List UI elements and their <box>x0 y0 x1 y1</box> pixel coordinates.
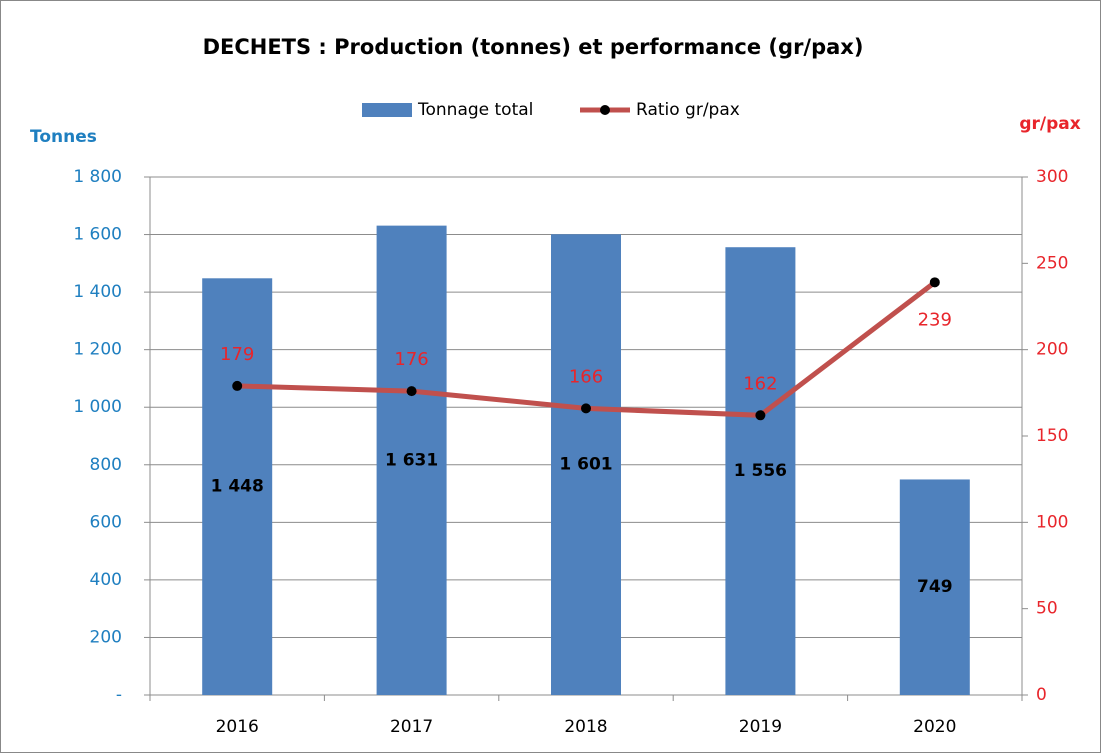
legend-label: Tonnage total <box>417 100 533 120</box>
y-tick-label: 800 <box>90 455 122 475</box>
line-value-label: 166 <box>569 366 603 387</box>
y-tick-label: 1 600 <box>73 225 122 245</box>
line-marker <box>581 403 591 414</box>
y-axis-label: Tonnes <box>30 127 97 147</box>
y2-tick-label: 200 <box>1036 340 1068 360</box>
y-tick-label: 1 400 <box>73 282 122 302</box>
x-tick-label: 2019 <box>739 717 782 737</box>
bar <box>551 234 621 696</box>
bar <box>725 247 796 695</box>
y-tick-label: 1 800 <box>73 167 122 187</box>
bar <box>376 225 447 695</box>
line-marker <box>406 386 417 397</box>
line-value-label: 179 <box>220 344 254 365</box>
y2-tick-label: 50 <box>1036 599 1058 619</box>
y2-axis-label: gr/pax <box>1019 114 1080 134</box>
x-tick-label: 2016 <box>216 717 259 737</box>
legend-marker <box>600 105 610 115</box>
line-value-label: 176 <box>394 349 428 370</box>
x-tick-label: 2020 <box>913 717 956 737</box>
bar-value-label: 1 631 <box>385 450 438 470</box>
bar-value-label: 1 448 <box>211 477 264 497</box>
y-tick-label: 600 <box>90 512 122 532</box>
y2-tick-label: 150 <box>1036 426 1068 446</box>
x-tick-label: 2017 <box>390 717 433 737</box>
y-tick-label: 200 <box>90 627 122 647</box>
chart-title: DECHETS : Production (tonnes) et perform… <box>203 35 864 59</box>
legend-swatch <box>362 103 412 117</box>
y-tick-label: 1 000 <box>73 397 122 417</box>
line-marker <box>929 277 940 288</box>
y2-tick-label: 0 <box>1036 685 1047 705</box>
y-tick-label: - <box>116 685 122 705</box>
y-tick-label: 400 <box>90 570 122 590</box>
y2-tick-label: 250 <box>1036 253 1068 273</box>
y2-tick-label: 300 <box>1036 167 1068 187</box>
bar-value-label: 1 601 <box>559 455 612 475</box>
bar-value-label: 1 556 <box>734 461 787 481</box>
bar <box>899 479 970 695</box>
bar <box>202 278 273 695</box>
line-value-label: 162 <box>743 373 777 394</box>
x-tick-label: 2018 <box>564 717 607 737</box>
bar-value-label: 749 <box>917 577 953 597</box>
line-marker <box>755 410 766 421</box>
line-marker <box>232 380 243 391</box>
legend-label: Ratio gr/pax <box>636 100 740 120</box>
line-value-label: 239 <box>918 309 952 330</box>
y2-tick-label: 100 <box>1036 512 1068 532</box>
y-tick-label: 1 200 <box>73 340 122 360</box>
